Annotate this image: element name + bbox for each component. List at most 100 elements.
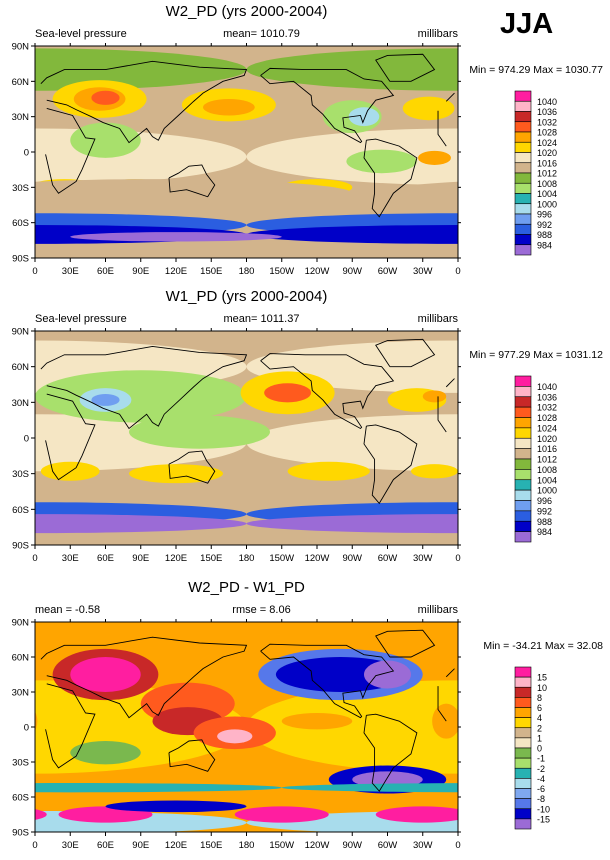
x-tick-label: 120W	[305, 553, 330, 564]
contour-region	[402, 96, 455, 121]
x-tick-label: 120W	[305, 266, 330, 277]
x-tick-label: 120E	[165, 266, 187, 277]
y-tick-label: 90S	[12, 541, 29, 552]
x-tick-label: 120W	[305, 840, 330, 851]
colorbar-label: -8	[537, 794, 545, 804]
colorbar-label: 0	[537, 744, 542, 754]
y-tick-label: 0	[24, 148, 29, 159]
colorbar-box	[514, 707, 532, 718]
panel-title: W1_PD (yrs 2000-2004)	[166, 288, 328, 305]
x-tick-label: 0	[455, 553, 460, 564]
coastline	[375, 629, 436, 658]
panel-title: W2_PD (yrs 2000-2004)	[166, 3, 328, 20]
colorbar-box	[514, 100, 532, 112]
contour-region	[246, 514, 458, 534]
x-tick-label: 120E	[165, 840, 187, 851]
coastline	[45, 683, 447, 769]
contour-region	[287, 461, 370, 481]
colorbar-label: 1012	[537, 169, 557, 179]
colorbar-label: -1	[537, 754, 545, 764]
colorbar-label: 1020	[537, 148, 557, 158]
coastline	[45, 393, 447, 481]
coastline	[375, 338, 436, 368]
y-tick-label: 60N	[12, 77, 30, 88]
x-tick-label: 0	[32, 553, 37, 564]
x-tick-label: 30E	[62, 266, 79, 277]
contour-region	[346, 149, 417, 174]
minmax-label: Min = 977.29 Max = 1031.12	[469, 349, 603, 361]
colorbar-label: 996	[537, 210, 552, 220]
colorbar-label: 1040	[537, 97, 557, 107]
colorbar-label: 1004	[537, 475, 557, 485]
x-tick-label: 120E	[165, 553, 187, 564]
colorbar-box	[514, 747, 532, 759]
y-tick-label: 90S	[12, 828, 29, 839]
colorbar-box	[514, 427, 532, 439]
y-tick-label: 60S	[12, 218, 29, 229]
x-tick-label: 90W	[342, 266, 362, 277]
x-tick-label: 30E	[62, 840, 79, 851]
contour-region	[375, 181, 458, 205]
coastline	[363, 713, 418, 792]
colorbar-label: 1016	[537, 158, 557, 168]
coastline	[168, 164, 216, 198]
contour-region	[234, 806, 329, 823]
contour-region	[264, 383, 312, 403]
colorbar-label: 4	[537, 713, 542, 723]
colorbar-label: 992	[537, 220, 552, 230]
contour-region	[70, 741, 141, 765]
contour-region	[375, 806, 458, 823]
y-tick-label: 90N	[12, 618, 30, 629]
x-tick-label: 150W	[269, 553, 294, 564]
y-tick-label: 0	[24, 434, 29, 445]
x-tick-label: 150W	[269, 840, 294, 851]
colorbar-label: 1000	[537, 486, 557, 496]
colorbar-box	[514, 479, 532, 491]
y-tick-label: 60S	[12, 793, 29, 804]
colorbar-label: 992	[537, 506, 552, 516]
contour-region	[91, 394, 120, 406]
y-tick-label: 30S	[12, 758, 29, 769]
colorbar-box	[514, 172, 532, 184]
x-tick-label: 150W	[269, 266, 294, 277]
colorbar-label: 1008	[537, 179, 557, 189]
colorbar-box	[514, 818, 532, 830]
coastline	[363, 138, 418, 218]
colorbar-label: 1016	[537, 444, 557, 454]
colorbar-label: 1024	[537, 138, 557, 148]
colorbar-box	[514, 531, 532, 543]
panel-left-label: mean = -0.58	[35, 604, 100, 616]
colorbar-box	[514, 757, 532, 769]
map-panel-3	[31, 619, 532, 836]
x-tick-label: 60E	[97, 553, 114, 564]
x-tick-label: 30E	[62, 553, 79, 564]
panel-right-label: millibars	[418, 604, 459, 616]
colorbar-box	[514, 141, 532, 153]
colorbar-label: 1012	[537, 455, 557, 465]
y-tick-label: 30N	[12, 398, 30, 409]
panel-left-label: Sea-level pressure	[35, 28, 127, 40]
coastline	[260, 643, 395, 719]
colorbar-label: 1032	[537, 403, 557, 413]
colorbar-box	[514, 162, 532, 174]
colorbar-box	[514, 737, 532, 749]
x-tick-label: 60E	[97, 266, 114, 277]
contour-region	[217, 729, 253, 744]
panel-center-label: mean= 1011.37	[224, 313, 300, 325]
colorbar-label: -6	[537, 784, 545, 794]
contour-region	[35, 783, 282, 793]
colorbar-label: -15	[537, 814, 550, 824]
coastline	[168, 739, 216, 772]
colorbar-label: 1024	[537, 423, 557, 433]
colorbar-box	[514, 676, 532, 688]
colorbar-box	[514, 437, 532, 449]
colorbar-label: 1028	[537, 128, 557, 138]
x-tick-label: 90E	[132, 266, 149, 277]
x-tick-label: 30W	[413, 266, 433, 277]
contour-region	[129, 415, 270, 449]
y-tick-label: 90N	[12, 327, 30, 338]
contour-region	[281, 713, 353, 730]
coastline	[40, 636, 455, 719]
contour-region	[70, 122, 141, 158]
